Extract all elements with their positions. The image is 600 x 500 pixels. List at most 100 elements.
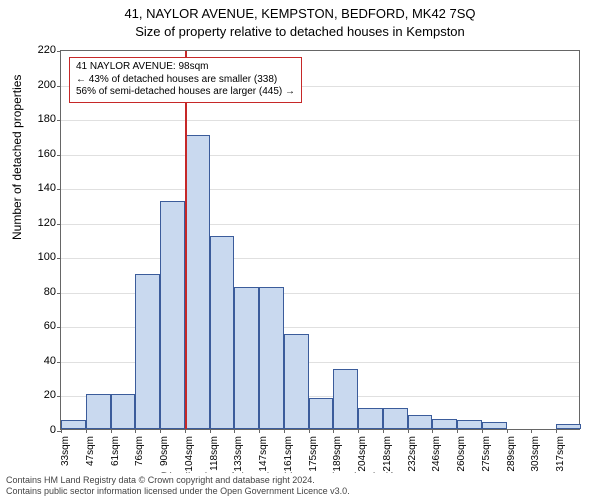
page-subtitle: Size of property relative to detached ho…	[0, 24, 600, 39]
gridline	[61, 258, 579, 259]
y-tick-mark	[57, 86, 61, 87]
y-tick-label: 40	[16, 355, 56, 367]
x-tick-mark	[86, 429, 87, 433]
y-tick-label: 140	[16, 182, 56, 194]
y-tick-mark	[57, 293, 61, 294]
x-tick-label: 204sqm	[357, 436, 368, 476]
histogram-bar	[111, 394, 136, 429]
x-tick-label: 76sqm	[134, 436, 145, 476]
footer-line-2: Contains public sector information licen…	[6, 486, 594, 497]
histogram-bar	[432, 419, 457, 429]
x-tick-label: 147sqm	[258, 436, 269, 476]
y-tick-label: 20	[16, 389, 56, 401]
x-tick-label: 161sqm	[283, 436, 294, 476]
x-tick-mark	[531, 429, 532, 433]
callout-line-3: 56% of semi-detached houses are larger (…	[76, 86, 295, 99]
x-tick-label: 189sqm	[332, 436, 343, 476]
y-tick-label: 80	[16, 286, 56, 298]
x-tick-mark	[61, 429, 62, 433]
page-title: 41, NAYLOR AVENUE, KEMPSTON, BEDFORD, MK…	[0, 6, 600, 21]
histogram-bar	[383, 408, 408, 429]
x-tick-label: 317sqm	[555, 436, 566, 476]
y-tick-mark	[57, 362, 61, 363]
y-tick-mark	[57, 120, 61, 121]
x-tick-mark	[259, 429, 260, 433]
gridline	[61, 224, 579, 225]
y-tick-mark	[57, 189, 61, 190]
y-tick-label: 0	[16, 424, 56, 436]
x-tick-label: 47sqm	[85, 436, 96, 476]
x-tick-label: 133sqm	[233, 436, 244, 476]
y-tick-label: 220	[16, 44, 56, 56]
histogram-bar	[482, 422, 507, 429]
histogram-bar	[284, 334, 309, 429]
y-tick-mark	[57, 51, 61, 52]
histogram-bar	[259, 287, 284, 429]
histogram-bar	[160, 201, 185, 429]
chart-plot-area: 41 NAYLOR AVENUE: 98sqm ← 43% of detache…	[60, 50, 580, 430]
x-tick-label: 118sqm	[209, 436, 220, 476]
x-tick-mark	[234, 429, 235, 433]
footer-attribution: Contains HM Land Registry data © Crown c…	[0, 473, 600, 500]
y-tick-mark	[57, 155, 61, 156]
histogram-bar	[185, 135, 210, 429]
histogram-bar	[309, 398, 334, 429]
histogram-bar	[135, 274, 160, 429]
x-tick-label: 90sqm	[159, 436, 170, 476]
histogram-bar	[86, 394, 111, 429]
x-tick-mark	[135, 429, 136, 433]
x-tick-label: 275sqm	[481, 436, 492, 476]
x-tick-mark	[210, 429, 211, 433]
histogram-bar	[210, 236, 235, 429]
marker-callout: 41 NAYLOR AVENUE: 98sqm ← 43% of detache…	[69, 57, 302, 103]
histogram-bar	[234, 287, 259, 429]
x-tick-label: 218sqm	[382, 436, 393, 476]
histogram-bar	[457, 420, 482, 429]
histogram-bar	[333, 369, 358, 429]
x-tick-mark	[482, 429, 483, 433]
x-tick-label: 303sqm	[530, 436, 541, 476]
x-tick-mark	[408, 429, 409, 433]
callout-line-2: ← 43% of detached houses are smaller (33…	[76, 74, 295, 87]
y-tick-label: 100	[16, 251, 56, 263]
y-tick-label: 200	[16, 79, 56, 91]
gridline	[61, 189, 579, 190]
y-tick-label: 180	[16, 113, 56, 125]
y-tick-mark	[57, 224, 61, 225]
y-tick-label: 60	[16, 320, 56, 332]
x-tick-label: 33sqm	[60, 436, 71, 476]
x-tick-label: 104sqm	[184, 436, 195, 476]
y-tick-label: 160	[16, 148, 56, 160]
x-tick-mark	[507, 429, 508, 433]
histogram-bar	[358, 408, 383, 429]
x-tick-mark	[333, 429, 334, 433]
x-tick-mark	[111, 429, 112, 433]
histogram-bar	[556, 424, 581, 429]
x-tick-mark	[358, 429, 359, 433]
callout-line-1: 41 NAYLOR AVENUE: 98sqm	[76, 61, 295, 74]
reference-line	[185, 51, 187, 429]
x-tick-mark	[284, 429, 285, 433]
x-tick-label: 232sqm	[407, 436, 418, 476]
histogram-bar	[61, 420, 86, 429]
histogram-bar	[408, 415, 433, 429]
x-tick-mark	[160, 429, 161, 433]
x-tick-mark	[457, 429, 458, 433]
y-tick-mark	[57, 396, 61, 397]
x-tick-label: 175sqm	[308, 436, 319, 476]
x-tick-label: 246sqm	[431, 436, 442, 476]
x-tick-mark	[185, 429, 186, 433]
y-tick-label: 120	[16, 217, 56, 229]
x-tick-label: 260sqm	[456, 436, 467, 476]
x-tick-mark	[383, 429, 384, 433]
x-tick-mark	[432, 429, 433, 433]
y-tick-mark	[57, 258, 61, 259]
gridline	[61, 155, 579, 156]
x-tick-mark	[556, 429, 557, 433]
footer-line-1: Contains HM Land Registry data © Crown c…	[6, 475, 594, 486]
gridline	[61, 120, 579, 121]
x-tick-label: 289sqm	[506, 436, 517, 476]
x-tick-label: 61sqm	[110, 436, 121, 476]
y-tick-mark	[57, 327, 61, 328]
x-tick-mark	[309, 429, 310, 433]
